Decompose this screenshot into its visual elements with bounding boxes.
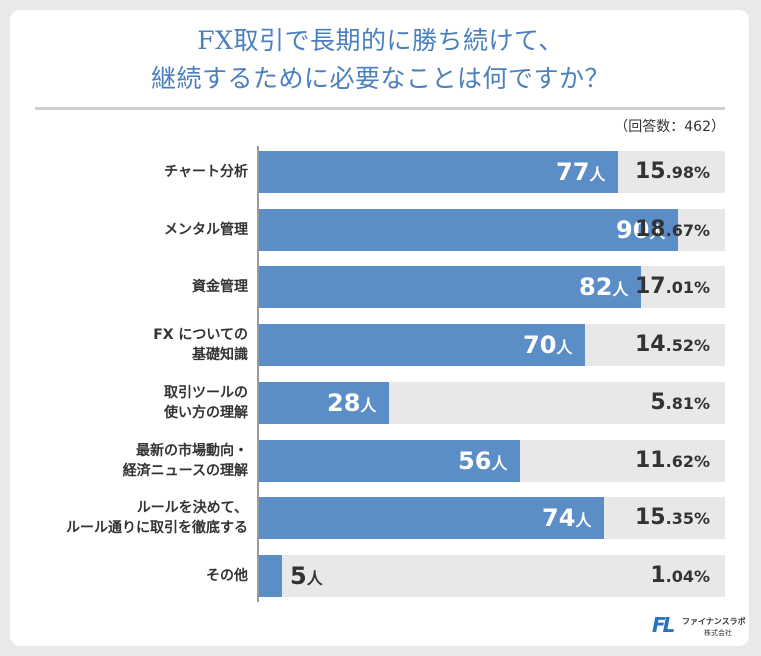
category-label-line: 使い方の理解 bbox=[164, 405, 248, 421]
percent-label: 5.81% bbox=[560, 382, 710, 424]
value-number: 56 bbox=[458, 447, 492, 475]
value-label: 82人 bbox=[579, 266, 628, 308]
bar bbox=[259, 209, 678, 251]
percent-integer: 15 bbox=[635, 505, 666, 530]
value-label: 5人 bbox=[290, 555, 323, 597]
bar bbox=[259, 497, 604, 539]
percent-integer: 14 bbox=[635, 332, 666, 357]
value-unit: 人 bbox=[575, 511, 592, 530]
logo-corp: 株式会社 bbox=[704, 629, 732, 637]
category-label-line: ルールを決めて、 bbox=[136, 500, 248, 516]
logo-mark: FL bbox=[652, 613, 675, 637]
logo-name: ファイナンスラボ bbox=[682, 617, 746, 626]
value-number: 74 bbox=[542, 504, 576, 532]
category-label-line: チャート分析 bbox=[164, 164, 248, 180]
title-divider bbox=[35, 107, 725, 110]
value-unit: 人 bbox=[556, 338, 573, 357]
value-unit: 人 bbox=[491, 454, 508, 473]
percent-label: 1.04% bbox=[560, 555, 710, 597]
value-label: 90人 bbox=[616, 209, 665, 251]
category-label-line: 最新の市場動向・ bbox=[136, 443, 248, 459]
percent-decimal: .01% bbox=[665, 278, 710, 297]
chart-title-line-2: 継続するために必要なことは何ですか？ bbox=[150, 64, 610, 93]
chart-title-line-1: FX取引で長期的に勝ち続けて、 bbox=[197, 26, 564, 55]
bar bbox=[259, 382, 389, 424]
value-label: 70人 bbox=[523, 324, 572, 366]
percent-label: 18.67% bbox=[560, 209, 710, 251]
percent-integer: 1 bbox=[650, 563, 666, 588]
percent-label: 14.52% bbox=[560, 324, 710, 366]
value-number: 28 bbox=[327, 389, 361, 417]
category-label: 最新の市場動向・経済ニュースの理解 bbox=[20, 441, 248, 481]
value-unit: 人 bbox=[589, 165, 606, 184]
percent-decimal: .52% bbox=[665, 336, 710, 355]
category-label-line: 取引ツールの bbox=[164, 385, 248, 401]
category-label: メンタル管理 bbox=[20, 220, 248, 240]
category-label-line: 資金管理 bbox=[192, 279, 248, 295]
value-number: 77 bbox=[556, 158, 590, 186]
category-label: ルールを決めて、ルール通りに取引を徹底する bbox=[20, 498, 248, 538]
percent-label: 15.35% bbox=[560, 497, 710, 539]
percent-label: 11.62% bbox=[560, 440, 710, 482]
category-label-line: ルール通りに取引を徹底する bbox=[66, 520, 248, 536]
percent-decimal: .04% bbox=[665, 567, 710, 586]
value-unit: 人 bbox=[360, 396, 377, 415]
bar-track bbox=[259, 555, 725, 597]
bar bbox=[259, 151, 618, 193]
value-label: 74人 bbox=[542, 497, 591, 539]
category-label-line: FX についての bbox=[153, 327, 248, 343]
percent-decimal: .67% bbox=[665, 221, 710, 240]
category-label-line: メンタル管理 bbox=[164, 222, 248, 238]
value-label: 77人 bbox=[556, 151, 605, 193]
percent-decimal: .98% bbox=[665, 163, 710, 182]
category-label: チャート分析 bbox=[20, 162, 248, 182]
percent-label: 15.98% bbox=[560, 151, 710, 193]
percent-integer: 11 bbox=[635, 448, 666, 473]
value-unit: 人 bbox=[306, 569, 323, 588]
value-number: 5 bbox=[290, 562, 307, 590]
category-label: 取引ツールの 使い方の理解 bbox=[20, 383, 248, 423]
category-label-line: 経済ニュースの理解 bbox=[122, 463, 248, 479]
bar bbox=[259, 555, 282, 597]
value-number: 90 bbox=[616, 216, 650, 244]
category-label-line: 基礎知識 bbox=[192, 347, 248, 363]
percent-decimal: .35% bbox=[665, 509, 710, 528]
value-number: 82 bbox=[579, 273, 613, 301]
category-axis bbox=[257, 146, 259, 602]
category-label-line: その他 bbox=[206, 568, 248, 584]
percent-decimal: .81% bbox=[665, 394, 710, 413]
percent-decimal: .62% bbox=[665, 452, 710, 471]
percent-integer: 18 bbox=[635, 217, 666, 242]
value-label: 56人 bbox=[458, 440, 507, 482]
respondent-count: （回答数：462） bbox=[614, 119, 725, 135]
value-unit: 人 bbox=[612, 280, 629, 299]
percent-integer: 15 bbox=[635, 159, 666, 184]
category-label: その他 bbox=[20, 566, 248, 586]
chart-title: FX取引で長期的に勝ち続けて、 継続するために必要なことは何ですか？ bbox=[0, 22, 761, 98]
value-unit: 人 bbox=[649, 223, 666, 242]
category-label: 資金管理 bbox=[20, 277, 248, 297]
percent-label: 17.01% bbox=[560, 266, 710, 308]
percent-integer: 17 bbox=[635, 274, 666, 299]
value-label: 28人 bbox=[327, 382, 376, 424]
bar bbox=[259, 266, 641, 308]
percent-integer: 5 bbox=[650, 390, 666, 415]
category-label: FX についての基礎知識 bbox=[20, 325, 248, 365]
bar bbox=[259, 440, 520, 482]
bar bbox=[259, 324, 585, 366]
value-number: 70 bbox=[523, 331, 557, 359]
